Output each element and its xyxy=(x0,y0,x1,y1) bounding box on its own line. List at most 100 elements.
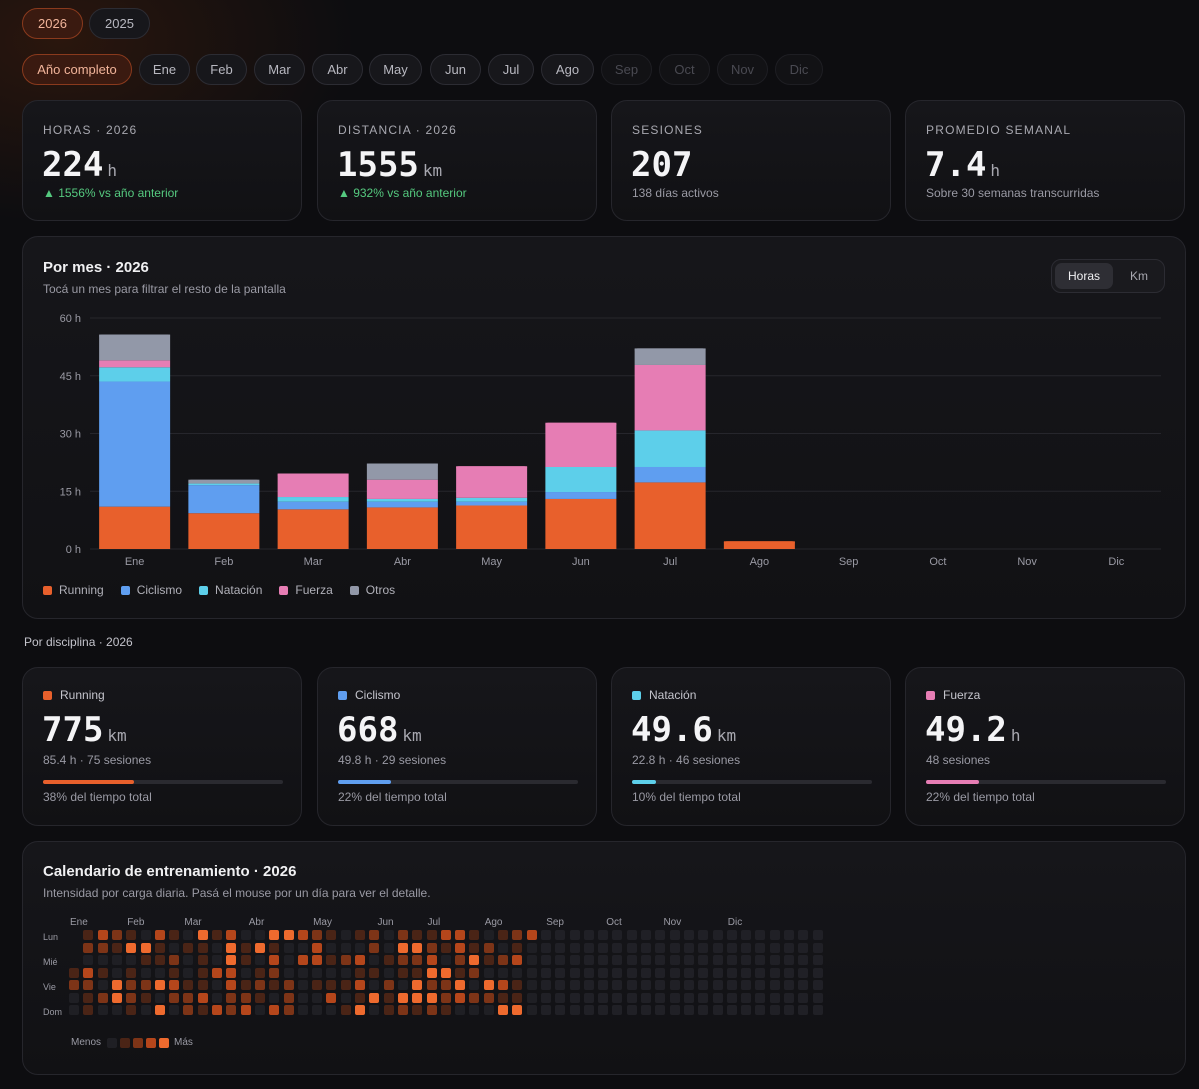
calendar-day-cell[interactable] xyxy=(312,942,323,953)
calendar-day-cell[interactable] xyxy=(498,992,508,1003)
calendar-day-cell[interactable] xyxy=(555,992,566,1003)
calendar-day-cell[interactable] xyxy=(297,967,308,978)
calendar-day-cell[interactable] xyxy=(426,942,437,953)
bar-segment-otros[interactable] xyxy=(99,334,171,361)
calendar-day-cell[interactable] xyxy=(154,955,165,965)
calendar-day-cell[interactable] xyxy=(297,955,308,965)
calendar-day-cell[interactable] xyxy=(412,942,423,953)
bar-segment-natación[interactable] xyxy=(99,367,171,382)
calendar-day-cell[interactable] xyxy=(254,992,265,1003)
bar-segment-ciclismo[interactable] xyxy=(277,501,349,510)
calendar-day-cell[interactable] xyxy=(726,942,737,953)
calendar-day-cell[interactable] xyxy=(126,992,137,1003)
bar-segment-natación[interactable] xyxy=(188,483,260,486)
calendar-day-cell[interactable] xyxy=(612,942,623,953)
calendar-day-cell[interactable] xyxy=(111,967,122,978)
calendar-day-cell[interactable] xyxy=(583,942,594,953)
calendar-day-cell[interactable] xyxy=(126,980,137,990)
calendar-day-cell[interactable] xyxy=(111,930,122,940)
calendar-day-cell[interactable] xyxy=(698,980,709,990)
bar-segment-ciclismo[interactable] xyxy=(99,381,171,507)
calendar-day-cell[interactable] xyxy=(655,992,666,1003)
calendar-day-cell[interactable] xyxy=(397,1005,408,1015)
calendar-day-cell[interactable] xyxy=(83,967,94,978)
calendar-day-cell[interactable] xyxy=(483,992,494,1003)
calendar-day-cell[interactable] xyxy=(512,930,523,940)
calendar-day-cell[interactable] xyxy=(254,930,265,940)
calendar-day-cell[interactable] xyxy=(111,942,122,953)
bar-segment-ciclismo[interactable] xyxy=(366,501,438,508)
calendar-day-cell[interactable] xyxy=(283,930,294,940)
calendar-day-cell[interactable] xyxy=(540,942,551,953)
calendar-day-cell[interactable] xyxy=(498,955,508,965)
month-pill-ene[interactable]: Ene xyxy=(139,54,190,85)
calendar-day-cell[interactable] xyxy=(569,992,580,1003)
calendar-day-cell[interactable] xyxy=(698,930,709,940)
bar-segment-otros[interactable] xyxy=(366,463,438,480)
calendar-day-cell[interactable] xyxy=(183,1005,194,1015)
calendar-day-cell[interactable] xyxy=(297,942,308,953)
bar-segment-running[interactable] xyxy=(366,507,438,549)
calendar-day-cell[interactable] xyxy=(612,955,623,965)
calendar-day-cell[interactable] xyxy=(726,980,737,990)
calendar-day-cell[interactable] xyxy=(240,967,251,978)
calendar-day-cell[interactable] xyxy=(97,967,108,978)
calendar-day-cell[interactable] xyxy=(626,980,637,990)
calendar-day-cell[interactable] xyxy=(426,930,437,940)
calendar-day-cell[interactable] xyxy=(340,967,351,978)
calendar-day-cell[interactable] xyxy=(83,980,94,990)
calendar-day-cell[interactable] xyxy=(512,967,523,978)
calendar-day-cell[interactable] xyxy=(397,942,408,953)
calendar-day-cell[interactable] xyxy=(583,967,594,978)
calendar-day-cell[interactable] xyxy=(312,930,323,940)
calendar-day-cell[interactable] xyxy=(312,980,323,990)
bar-segment-running[interactable] xyxy=(188,513,260,549)
calendar-day-cell[interactable] xyxy=(469,992,480,1003)
calendar-day-cell[interactable] xyxy=(469,967,480,978)
calendar-day-cell[interactable] xyxy=(397,967,408,978)
calendar-day-cell[interactable] xyxy=(812,955,823,965)
calendar-day-cell[interactable] xyxy=(555,980,566,990)
calendar-day-cell[interactable] xyxy=(455,980,466,990)
calendar-day-cell[interactable] xyxy=(612,1005,623,1015)
calendar-day-cell[interactable] xyxy=(455,992,466,1003)
calendar-day-cell[interactable] xyxy=(169,992,180,1003)
calendar-day-cell[interactable] xyxy=(226,992,237,1003)
calendar-day-cell[interactable] xyxy=(355,942,365,953)
month-pill-jul[interactable]: Jul xyxy=(488,54,534,85)
calendar-day-cell[interactable] xyxy=(111,980,122,990)
calendar-day-cell[interactable] xyxy=(183,980,194,990)
calendar-day-cell[interactable] xyxy=(741,1005,752,1015)
calendar-day-cell[interactable] xyxy=(798,980,809,990)
calendar-day-cell[interactable] xyxy=(212,955,222,965)
calendar-day-cell[interactable] xyxy=(683,1005,694,1015)
calendar-day-cell[interactable] xyxy=(412,980,423,990)
calendar-day-cell[interactable] xyxy=(698,955,709,965)
calendar-day-cell[interactable] xyxy=(340,955,351,965)
calendar-day-cell[interactable] xyxy=(140,1005,151,1015)
calendar-day-cell[interactable] xyxy=(698,942,709,953)
bar-segment-running[interactable] xyxy=(277,509,349,549)
calendar-day-cell[interactable] xyxy=(483,955,494,965)
calendar-day-cell[interactable] xyxy=(154,1005,165,1015)
calendar-day-cell[interactable] xyxy=(755,942,766,953)
calendar-day-cell[interactable] xyxy=(426,980,437,990)
calendar-day-cell[interactable] xyxy=(784,1005,794,1015)
calendar-day-cell[interactable] xyxy=(240,1005,251,1015)
calendar-day-cell[interactable] xyxy=(140,955,151,965)
bar-segment-natación[interactable] xyxy=(277,497,349,502)
calendar-day-cell[interactable] xyxy=(469,930,480,940)
bar-group-jun[interactable] xyxy=(545,422,617,549)
year-pill-2026[interactable]: 2026 xyxy=(22,8,83,39)
calendar-day-cell[interactable] xyxy=(512,1005,523,1015)
calendar-day-cell[interactable] xyxy=(712,967,723,978)
calendar-day-cell[interactable] xyxy=(540,930,551,940)
calendar-day-cell[interactable] xyxy=(583,1005,594,1015)
calendar-day-cell[interactable] xyxy=(598,1005,609,1015)
bar-segment-ciclismo[interactable] xyxy=(634,466,706,483)
calendar-day-cell[interactable] xyxy=(154,980,165,990)
calendar-day-cell[interactable] xyxy=(226,1005,237,1015)
calendar-day-cell[interactable] xyxy=(111,955,122,965)
calendar-day-cell[interactable] xyxy=(154,967,165,978)
calendar-day-cell[interactable] xyxy=(726,992,737,1003)
